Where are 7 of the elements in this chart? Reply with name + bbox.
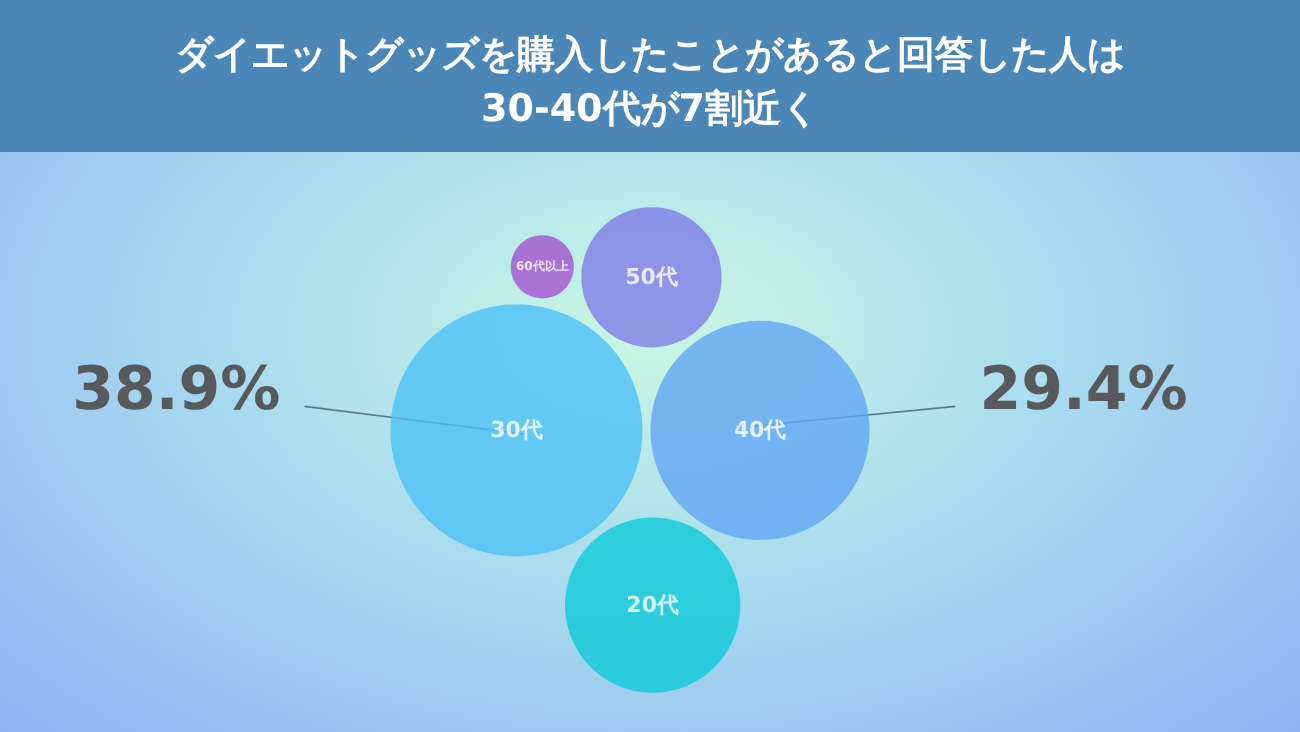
category-label: 20代 (626, 592, 679, 619)
category-label: 40代 (733, 417, 787, 444)
data-label: 38.9% (72, 355, 281, 426)
text: ダイエットグッズを購入したことがあると回答した人は30-40代が7割近く (175, 33, 1125, 131)
category-label: 30代 (490, 417, 543, 444)
category-label: 50代 (625, 264, 678, 291)
data-label: 29.4% (979, 355, 1188, 426)
